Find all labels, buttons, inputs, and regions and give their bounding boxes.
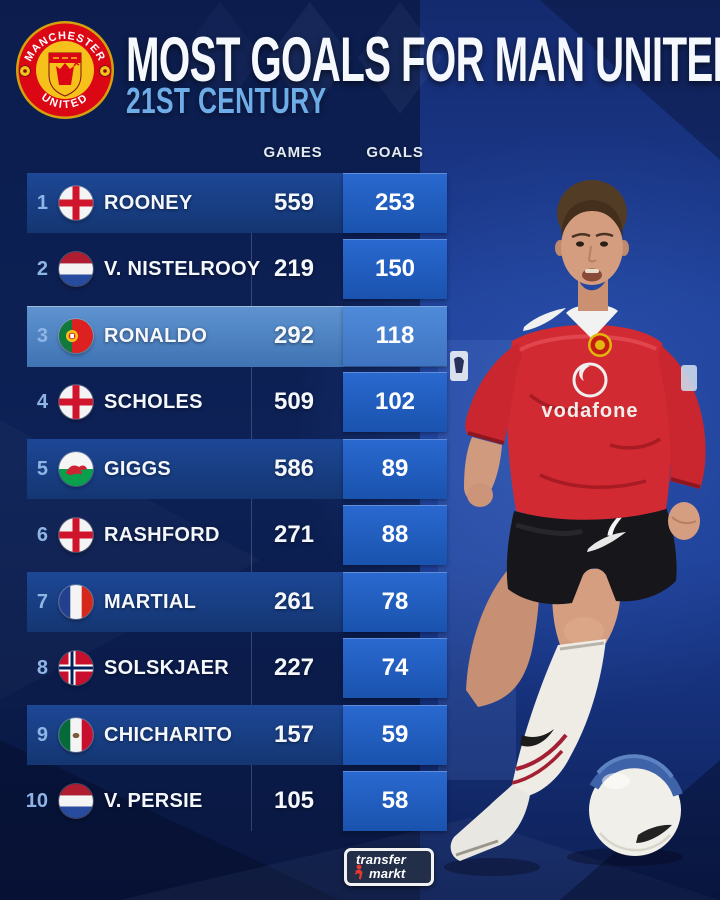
player-name-cell: GIGGS [104,458,172,480]
shirt-crest-icon [588,333,612,357]
england-flag-icon [59,385,93,419]
games-cell: 227 [273,654,315,681]
rank-cell: 7 [36,591,48,613]
england-flag-icon [59,186,93,220]
norway-flag-icon [59,651,93,685]
table-row: 9 CHICHARITO 157 59 [0,705,460,765]
goals-cell: 118 [343,306,447,366]
netherlands-flag-icon [59,784,93,818]
goals-cell: 78 [343,572,447,632]
face [561,209,623,285]
rank-cell: 4 [36,391,48,413]
column-header-games: GAMES [263,144,323,161]
page-subtitle: 21ST CENTURY [126,80,327,121]
games-cell: 292 [273,322,315,349]
shorts-swoosh-icon [587,532,626,552]
games-cell: 586 [273,455,315,482]
table-row: 7 MARTIAL 261 78 [0,572,460,632]
games-cell: 559 [273,189,315,216]
player-photo-ronaldo: 7 [444,180,706,876]
sock [512,639,606,796]
player-shadow [444,858,540,876]
rank-cell: 9 [36,724,48,746]
player-name-cell: SCHOLES [104,391,203,413]
sleeve-badge [681,365,697,391]
player-name-cell: SOLSKJAER [104,657,229,679]
player-name-cell: RONALDO [104,325,208,347]
rank-cell: 8 [36,657,48,679]
goals-cell: 89 [343,439,447,499]
page-title: MOST GOALS FOR MAN UNITED [126,25,720,96]
games-cell: 261 [273,588,315,615]
games-cell: 271 [273,521,315,548]
sponsor-text: vodafone [542,400,639,422]
table-row: 4 SCHOLES 509 102 [0,372,460,432]
england-flag-icon [59,518,93,552]
mexico-flag-icon [59,718,93,752]
collar [566,304,618,339]
nike-swoosh-icon [523,308,566,331]
jersey [507,324,671,520]
column-header-goals: GOALS [366,144,424,161]
table-row: 8 SOLSKJAER 227 74 [0,638,460,698]
games-cell: 509 [273,388,315,415]
player-name-cell: CHICHARITO [104,724,233,746]
goals-cell: 253 [343,173,447,233]
player-name-cell: V. NISTELROOY [104,258,261,280]
football-icon [589,754,683,856]
transfermarkt-logo-line1: transfer [356,852,407,867]
player-name-cell: RASHFORD [104,524,220,546]
goals-cell: 102 [343,372,447,432]
rank-cell: 10 [25,790,48,812]
transfermarkt-logo-line2: markt [369,866,406,881]
wales-flag-icon [59,452,93,486]
games-cell: 157 [273,721,315,748]
goals-cell: 59 [343,705,447,765]
table-row-highlighted: 3 RONALDO 292 118 [0,306,460,367]
shorts [506,507,677,605]
rank-cell: 2 [36,258,48,280]
rank-cell: 3 [36,325,48,347]
netherlands-flag-icon [59,252,93,286]
games-cell: 219 [273,255,315,282]
manchester-united-crest: MANCHESTER UNITED [16,21,114,119]
table-row: 2 V. NISTELROOY 219 150 [0,239,460,299]
red-devil-icon [56,63,74,85]
column-divider [251,173,252,831]
table-row: 10 V. PERSIE 105 58 [0,771,460,831]
vodafone-logo-icon [572,362,608,398]
ball-shadow [567,848,683,866]
rank-cell: 1 [36,192,48,214]
player-name-cell: ROONEY [104,192,193,214]
goals-cell: 74 [343,638,447,698]
table-row: 6 RASHFORD 271 88 [0,505,460,565]
rank-cell: 5 [36,458,48,480]
portugal-flag-icon [59,319,93,353]
goals-cell: 150 [343,239,447,299]
games-cell: 105 [273,787,315,814]
goals-cell: 58 [343,771,447,831]
transfermarkt-man-icon [354,864,363,880]
sock-swoosh-icon [520,729,554,747]
player-name-cell: MARTIAL [104,591,197,613]
rank-cell: 6 [36,524,48,546]
table-row: 5 GIGGS 586 89 [0,439,460,499]
transfermarkt-logo: transfer markt [344,848,434,886]
table-row: 1 ROONEY 559 253 [0,173,460,233]
boot [450,785,530,861]
france-flag-icon [59,585,93,619]
goals-cell: 88 [343,505,447,565]
player-name-cell: V. PERSIE [104,790,203,812]
